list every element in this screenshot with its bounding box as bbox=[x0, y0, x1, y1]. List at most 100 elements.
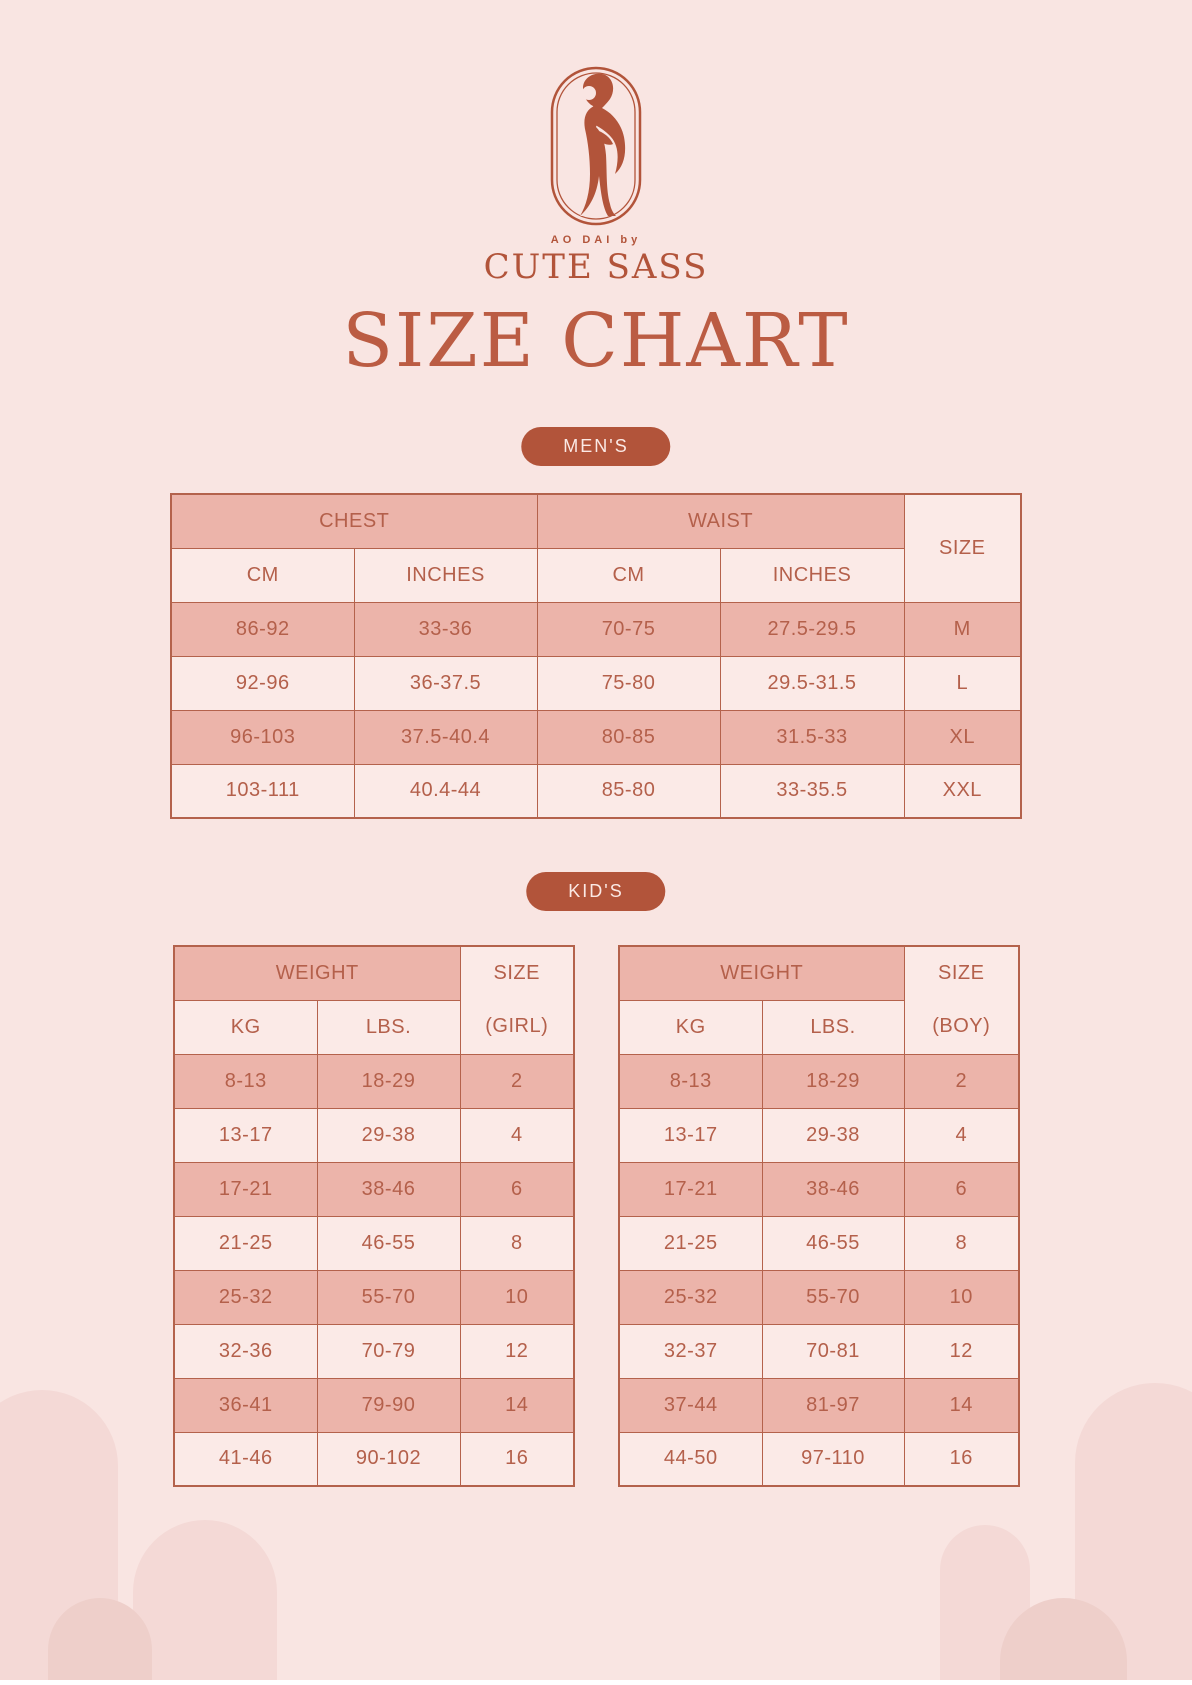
boys-sub-header-row: KG LBS. bbox=[618, 999, 1019, 1055]
kg-value: 21-25 bbox=[173, 1215, 318, 1271]
brand-tagline: AO DAI by bbox=[550, 234, 642, 246]
table-row: 8-13 18-29 2 bbox=[618, 1053, 1020, 1109]
mens-group-header-row: CHEST WAIST SIZE bbox=[170, 493, 1022, 603]
size-header-label: SIZE bbox=[939, 537, 986, 560]
lbs-value: 18-29 bbox=[316, 1053, 461, 1109]
size-value: 8 bbox=[903, 1215, 1020, 1271]
table-row: 13-17 29-38 4 bbox=[173, 1107, 575, 1163]
waist-cm-value: 80-85 bbox=[536, 709, 721, 765]
brand-logo bbox=[550, 66, 642, 226]
lbs-value: 90-102 bbox=[316, 1431, 461, 1487]
kg-value: 32-37 bbox=[618, 1323, 763, 1379]
chest-inches-value: 36-37.5 bbox=[353, 655, 538, 711]
size-boy-header: SIZE (BOY) bbox=[903, 945, 1020, 1055]
table-row: 36-41 79-90 14 bbox=[173, 1377, 575, 1433]
chest-cm-value: 92-96 bbox=[170, 655, 355, 711]
chest-header: CHEST bbox=[170, 493, 538, 549]
size-value: 6 bbox=[459, 1161, 575, 1217]
kg-value: 8-13 bbox=[618, 1053, 763, 1109]
table-row: 25-32 55-70 10 bbox=[173, 1269, 575, 1325]
chest-inches-value: 37.5-40.4 bbox=[353, 709, 538, 765]
waist-cm-value: 75-80 bbox=[536, 655, 721, 711]
woman-in-ao-dai-icon bbox=[580, 73, 626, 216]
boys-size-table: WEIGHT SIZE (BOY) KG LBS. 8-13 18-29 2 1… bbox=[618, 945, 1020, 1487]
lbs-header: LBS. bbox=[316, 999, 461, 1055]
kg-value: 32-36 bbox=[173, 1323, 318, 1379]
table-row: 17-21 38-46 6 bbox=[618, 1161, 1020, 1217]
table-row: 32-37 70-81 12 bbox=[618, 1323, 1020, 1379]
size-boy-label: (BOY) bbox=[932, 1015, 991, 1038]
lbs-value: 38-46 bbox=[761, 1161, 905, 1217]
chest-inches-value: 33-36 bbox=[353, 601, 538, 657]
size-value: 4 bbox=[903, 1107, 1020, 1163]
size-girl-header: SIZE (GIRL) bbox=[459, 945, 575, 1055]
lbs-value: 55-70 bbox=[761, 1269, 905, 1325]
size-value: L bbox=[903, 655, 1022, 711]
kg-value: 25-32 bbox=[618, 1269, 763, 1325]
waist-cm-value: 70-75 bbox=[536, 601, 721, 657]
size-header-label: SIZE bbox=[493, 962, 540, 985]
size-header-label: SIZE bbox=[938, 962, 985, 985]
mens-badge: MEN'S bbox=[521, 427, 671, 466]
size-value: 6 bbox=[903, 1161, 1020, 1217]
lbs-value: 46-55 bbox=[761, 1215, 905, 1271]
kg-value: 36-41 bbox=[173, 1377, 318, 1433]
kg-value: 17-21 bbox=[173, 1161, 318, 1217]
size-value: XXL bbox=[903, 763, 1022, 819]
size-header: SIZE bbox=[903, 493, 1022, 603]
lbs-value: 81-97 bbox=[761, 1377, 905, 1433]
chest-cm-value: 103-111 bbox=[170, 763, 355, 819]
chest-inches-value: 40.4-44 bbox=[353, 763, 538, 819]
table-row: 103-111 40.4-44 85-80 33-35.5 XXL bbox=[170, 763, 1022, 819]
kg-value: 17-21 bbox=[618, 1161, 763, 1217]
kg-value: 25-32 bbox=[173, 1269, 318, 1325]
waist-inches-value: 27.5-29.5 bbox=[719, 601, 905, 657]
table-row: 8-13 18-29 2 bbox=[173, 1053, 575, 1109]
table-row: 44-50 97-110 16 bbox=[618, 1431, 1020, 1487]
lbs-value: 79-90 bbox=[316, 1377, 461, 1433]
waist-header: WAIST bbox=[536, 493, 905, 549]
mens-sub-header-row: CM INCHES CM INCHES bbox=[170, 547, 1021, 603]
lbs-value: 70-81 bbox=[761, 1323, 905, 1379]
waist-cm-value: 85-80 bbox=[536, 763, 721, 819]
waist-inches-header: INCHES bbox=[719, 547, 905, 603]
mens-size-table: CHEST WAIST SIZE CM INCHES CM INCHES 86-… bbox=[170, 493, 1023, 819]
size-value: 16 bbox=[903, 1431, 1020, 1487]
bottom-border-strip bbox=[0, 1680, 1192, 1685]
lbs-value: 18-29 bbox=[761, 1053, 905, 1109]
table-row: 96-103 37.5-40.4 80-85 31.5-33 XL bbox=[170, 709, 1022, 765]
page-title: SIZE CHART bbox=[342, 298, 850, 384]
arch-decoration bbox=[133, 1520, 277, 1685]
lbs-value: 97-110 bbox=[761, 1431, 905, 1487]
kids-badge: KID'S bbox=[526, 872, 666, 911]
lbs-value: 46-55 bbox=[316, 1215, 461, 1271]
girls-group-header-row: WEIGHT SIZE (GIRL) bbox=[173, 945, 575, 1055]
kg-header: KG bbox=[173, 999, 318, 1055]
size-value: XL bbox=[903, 709, 1022, 765]
boys-group-header-row: WEIGHT SIZE (BOY) bbox=[618, 945, 1020, 1055]
size-value: 2 bbox=[459, 1053, 575, 1109]
kg-value: 44-50 bbox=[618, 1431, 763, 1487]
weight-header: WEIGHT bbox=[618, 945, 905, 1001]
size-value: 2 bbox=[903, 1053, 1020, 1109]
size-girl-label: (GIRL) bbox=[485, 1015, 549, 1038]
table-row: 17-21 38-46 6 bbox=[173, 1161, 575, 1217]
girls-size-table: WEIGHT SIZE (GIRL) KG LBS. 8-13 18-29 2 … bbox=[173, 945, 575, 1487]
waist-cm-header: CM bbox=[536, 547, 721, 603]
waist-inches-value: 29.5-31.5 bbox=[719, 655, 905, 711]
chest-cm-value: 96-103 bbox=[170, 709, 355, 765]
chest-inches-header: INCHES bbox=[353, 547, 538, 603]
size-value: 10 bbox=[459, 1269, 575, 1325]
lbs-value: 38-46 bbox=[316, 1161, 461, 1217]
size-value: 8 bbox=[459, 1215, 575, 1271]
lbs-value: 29-38 bbox=[316, 1107, 461, 1163]
size-value: 14 bbox=[459, 1377, 575, 1433]
size-value: 14 bbox=[903, 1377, 1020, 1433]
waist-inches-value: 31.5-33 bbox=[719, 709, 905, 765]
kg-header: KG bbox=[618, 999, 763, 1055]
waist-inches-value: 33-35.5 bbox=[719, 763, 905, 819]
size-value: 12 bbox=[903, 1323, 1020, 1379]
size-value: 10 bbox=[903, 1269, 1020, 1325]
kg-value: 21-25 bbox=[618, 1215, 763, 1271]
chest-cm-header: CM bbox=[170, 547, 355, 603]
